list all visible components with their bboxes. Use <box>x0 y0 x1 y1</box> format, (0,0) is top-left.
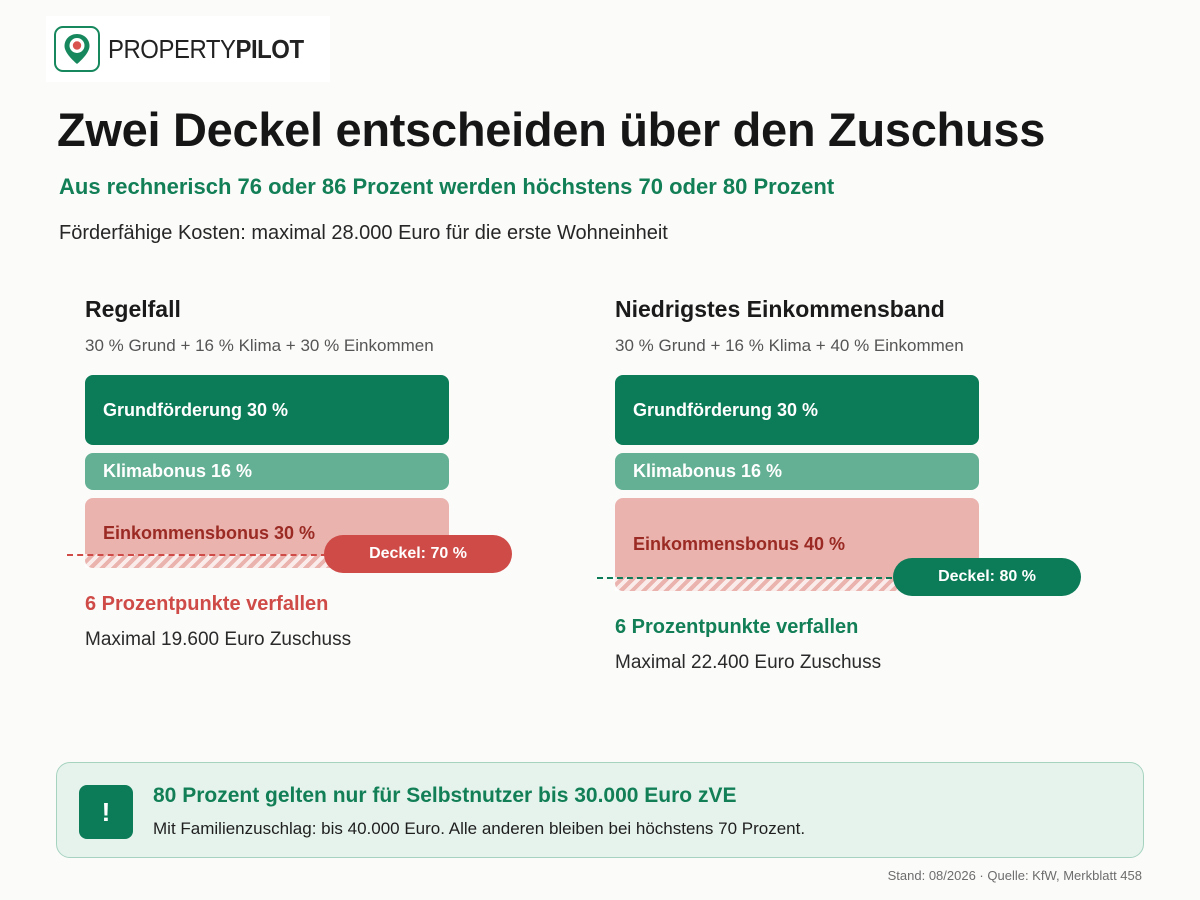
chart-regelfall: Regelfall 30 % Grund + 16 % Klima + 30 %… <box>67 296 585 716</box>
cap-line <box>67 554 327 556</box>
exclamation-icon: ! <box>79 785 133 839</box>
segment-label: Einkommensbonus 40 % <box>633 534 846 554</box>
forfeited-area <box>615 577 979 591</box>
bar-segment-klima: Klimabonus 16 % <box>615 453 979 490</box>
chart-title: Niedrigstes Einkommensband <box>615 296 945 322</box>
chart-subtitle: 30 % Grund + 16 % Klima + 40 % Einkommen <box>615 336 964 355</box>
segment-label: Grundförderung 30 % <box>103 399 289 420</box>
page-title: Zwei Deckel entscheiden über den Zuschus… <box>57 103 1046 156</box>
cap-line <box>597 577 892 579</box>
forfeited-label: 6 Prozentpunkte verfallen <box>615 616 859 638</box>
cap-badge: Deckel: 70 % <box>324 535 512 573</box>
brand-logo: PROPERTYPILOT <box>46 16 330 82</box>
bar-segment-grund: Grundförderung 30 % <box>85 375 449 445</box>
segment-label: Grundförderung 30 % <box>633 399 819 420</box>
page-subtitle: Aus rechnerisch 76 oder 86 Prozent werde… <box>59 174 835 199</box>
chart-title: Regelfall <box>85 296 181 322</box>
chart-niedrigstes-einkommensband: Niedrigstes Einkommensband 30 % Grund + … <box>597 296 1115 716</box>
max-subsidy-label: Maximal 19.600 Euro Zuschuss <box>85 629 352 650</box>
segment-label: Klimabonus 16 % <box>103 461 253 481</box>
brand-word-regular: PROPERTY <box>108 33 236 64</box>
map-pin-icon <box>54 26 100 72</box>
segment-label: Klimabonus 16 % <box>633 461 783 481</box>
bar-segment-klima: Klimabonus 16 % <box>85 453 449 490</box>
callout-body: Mit Familienzuschlag: bis 40.000 Euro. A… <box>153 819 806 838</box>
forfeited-label: 6 Prozentpunkte verfallen <box>85 593 329 615</box>
bar-segment-grund: Grundförderung 30 % <box>615 375 979 445</box>
cap-badge: Deckel: 80 % <box>893 558 1081 596</box>
cost-line: Förderfähige Kosten: maximal 28.000 Euro… <box>59 222 668 244</box>
source-note: Stand: 08/2026 · Quelle: KfW, Merkblatt … <box>887 868 1142 883</box>
chart-subtitle: 30 % Grund + 16 % Klima + 30 % Einkommen <box>85 336 434 355</box>
brand-word-bold: PILOT <box>235 33 304 64</box>
callout-headline: 80 Prozent gelten nur für Selbstnutzer b… <box>153 784 737 807</box>
segment-label: Einkommensbonus 30 % <box>103 522 316 543</box>
brand-wordmark: PROPERTYPILOT <box>108 34 304 65</box>
max-subsidy-label: Maximal 22.400 Euro Zuschuss <box>615 652 882 673</box>
info-callout: ! 80 Prozent gelten nur für Selbstnutzer… <box>56 762 1144 858</box>
